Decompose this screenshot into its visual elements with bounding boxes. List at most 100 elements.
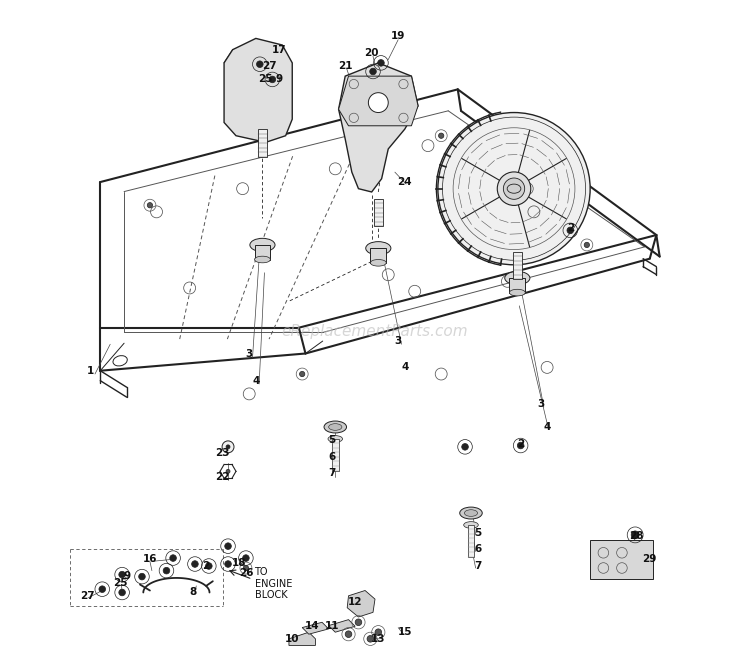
Ellipse shape (460, 507, 482, 519)
Polygon shape (347, 591, 375, 617)
Circle shape (222, 441, 234, 453)
Text: 10: 10 (285, 634, 299, 644)
Text: 8: 8 (189, 587, 196, 598)
Text: eReplacementParts.com: eReplacementParts.com (282, 324, 468, 338)
Circle shape (378, 60, 384, 66)
Text: 18: 18 (232, 557, 247, 568)
Circle shape (256, 61, 263, 68)
Text: 13: 13 (371, 634, 386, 644)
Text: 6: 6 (474, 544, 482, 555)
Bar (258, 129, 267, 157)
Text: 4: 4 (544, 422, 550, 432)
Ellipse shape (254, 256, 271, 263)
Text: 11: 11 (325, 620, 339, 631)
Text: 17: 17 (272, 44, 286, 55)
Circle shape (368, 93, 388, 113)
Ellipse shape (366, 242, 391, 255)
Ellipse shape (324, 421, 346, 433)
Text: 2: 2 (202, 561, 210, 571)
Circle shape (206, 563, 212, 569)
Text: 24: 24 (398, 177, 412, 187)
Text: 12: 12 (348, 597, 362, 608)
Ellipse shape (507, 184, 520, 193)
Circle shape (242, 555, 249, 561)
Circle shape (438, 113, 590, 265)
Text: 9: 9 (123, 571, 130, 581)
Circle shape (462, 444, 468, 450)
Text: 7: 7 (474, 561, 482, 571)
Text: 5: 5 (328, 435, 335, 446)
Bar (468, 525, 474, 557)
Circle shape (99, 586, 106, 592)
Text: 16: 16 (142, 554, 158, 565)
Circle shape (503, 178, 525, 199)
Text: 26: 26 (238, 567, 254, 578)
Circle shape (225, 561, 231, 567)
Polygon shape (338, 63, 418, 192)
Text: 3: 3 (245, 349, 253, 359)
Ellipse shape (509, 289, 525, 296)
Text: 15: 15 (398, 627, 412, 638)
Bar (509, 278, 525, 293)
Circle shape (226, 445, 230, 449)
Text: 2: 2 (567, 223, 574, 234)
Text: 9: 9 (275, 74, 283, 85)
Text: 27: 27 (262, 61, 277, 71)
Text: 7: 7 (328, 468, 336, 479)
Text: 29: 29 (643, 554, 657, 565)
Circle shape (226, 469, 230, 473)
Polygon shape (338, 76, 418, 126)
Circle shape (375, 629, 382, 636)
Text: 25: 25 (259, 74, 273, 85)
Text: 21: 21 (338, 61, 352, 71)
Circle shape (345, 631, 352, 638)
Circle shape (170, 555, 176, 561)
Ellipse shape (464, 510, 478, 516)
Circle shape (192, 561, 198, 567)
Circle shape (118, 589, 125, 596)
Circle shape (147, 203, 152, 208)
Circle shape (367, 636, 374, 642)
Circle shape (567, 227, 574, 234)
Text: 3: 3 (394, 336, 402, 346)
Polygon shape (302, 622, 328, 634)
Text: 25: 25 (113, 577, 128, 588)
Bar (513, 252, 522, 279)
Text: 6: 6 (328, 451, 335, 462)
Ellipse shape (328, 424, 342, 430)
Text: 20: 20 (364, 48, 379, 58)
Polygon shape (224, 38, 292, 142)
Circle shape (518, 442, 524, 449)
Circle shape (439, 133, 444, 138)
Circle shape (370, 68, 376, 75)
Bar (332, 439, 338, 471)
Text: 5: 5 (474, 528, 482, 538)
Circle shape (269, 76, 276, 83)
Text: 19: 19 (391, 31, 405, 42)
Text: TO
ENGINE
BLOCK: TO ENGINE BLOCK (254, 567, 292, 600)
Circle shape (497, 172, 531, 205)
Bar (370, 248, 386, 263)
Text: 2: 2 (517, 438, 524, 449)
Ellipse shape (370, 260, 386, 266)
Circle shape (299, 371, 304, 377)
Ellipse shape (328, 436, 343, 442)
Polygon shape (328, 620, 356, 632)
Text: 22: 22 (215, 471, 230, 482)
Text: 23: 23 (215, 448, 230, 459)
Circle shape (164, 567, 170, 574)
Circle shape (139, 573, 146, 580)
Bar (254, 245, 271, 260)
Bar (374, 199, 383, 226)
Ellipse shape (250, 238, 275, 252)
Polygon shape (590, 540, 653, 579)
Circle shape (118, 571, 125, 578)
Text: 1: 1 (87, 365, 94, 376)
Circle shape (632, 531, 639, 539)
Text: 14: 14 (304, 620, 320, 631)
Ellipse shape (505, 271, 530, 285)
Circle shape (225, 543, 231, 549)
Text: 28: 28 (629, 531, 644, 542)
Text: 4: 4 (401, 362, 409, 373)
Ellipse shape (464, 522, 478, 528)
